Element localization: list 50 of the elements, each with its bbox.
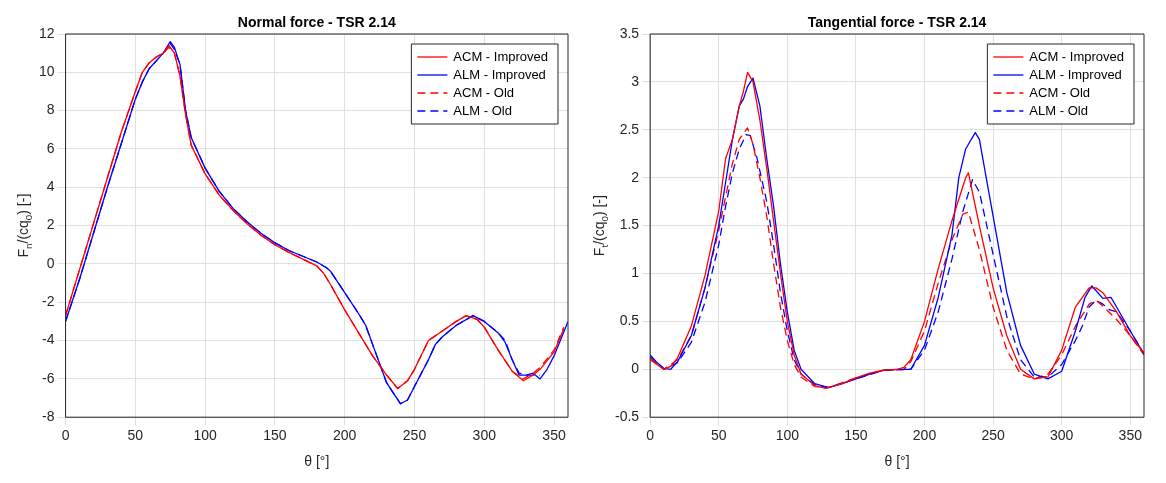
y-tick-label: 3	[631, 72, 640, 89]
x-tick-label: 50	[710, 427, 727, 444]
y-tick-label: 2	[46, 216, 55, 233]
y-tick-label: -6	[42, 369, 55, 386]
x-tick-label: 250	[981, 427, 1005, 444]
x-tick-label: 200	[912, 427, 937, 444]
y-tick-label: 2	[631, 168, 640, 185]
y-tick-label: 6	[46, 139, 55, 156]
legend-label: ALM - Improved	[453, 66, 546, 82]
y-tick-label: 2.5	[619, 120, 640, 137]
x-tick-label: 150	[263, 427, 287, 444]
legend-label: ALM - Improved	[1029, 66, 1122, 82]
x-tick-label: 300	[472, 427, 497, 444]
chart-title: Normal force - TSR 2.14	[237, 13, 396, 30]
x-tick-label: 50	[127, 427, 144, 444]
y-tick-label: 4	[46, 178, 55, 195]
y-axis-title: Ft/(cq0) [-]	[590, 195, 610, 257]
y-tick-label: 8	[46, 101, 55, 118]
x-tick-label: 200	[333, 427, 357, 444]
y-tick-label: 0	[46, 254, 55, 271]
legend-label: ACM - Old	[1029, 84, 1091, 100]
legend-label: ACM - Improved	[453, 48, 549, 64]
x-tick-label: 100	[775, 427, 800, 444]
y-tick-label: -2	[42, 293, 55, 310]
y-tick-label: -4	[42, 331, 55, 348]
y-tick-label: 1	[631, 264, 640, 281]
y-tick-label: 10	[38, 63, 55, 80]
y-tick-label: 0	[631, 360, 640, 377]
legend-label: ALM - Old	[1029, 102, 1088, 118]
legend-label: ACM - Old	[453, 84, 515, 100]
x-tick-label: 250	[402, 427, 427, 444]
x-tick-label: 350	[542, 427, 566, 444]
x-tick-label: 300	[1050, 427, 1074, 444]
x-axis-title: θ [°]	[884, 452, 910, 469]
y-tick-label: 3.5	[619, 24, 640, 41]
y-tick-label: 1.5	[619, 216, 640, 233]
y-tick-label: 12	[38, 24, 55, 41]
y-tick-label: 0.5	[619, 312, 640, 329]
x-tick-label: 0	[646, 427, 655, 444]
x-tick-label: 0	[61, 427, 70, 444]
x-axis-title: θ [°]	[304, 452, 330, 469]
y-tick-label: -0.5	[615, 408, 640, 425]
x-tick-label: 350	[1118, 427, 1143, 444]
x-tick-label: 100	[193, 427, 218, 444]
x-tick-label: 150	[844, 427, 868, 444]
chart-title: Tangential force - TSR 2.14	[807, 13, 987, 30]
y-axis-title: Fn/(cq0) [-]	[14, 193, 34, 258]
legend-label: ALM - Old	[453, 102, 512, 118]
y-tick-label: -8	[42, 408, 55, 425]
legend-label: ACM - Improved	[1029, 48, 1125, 64]
